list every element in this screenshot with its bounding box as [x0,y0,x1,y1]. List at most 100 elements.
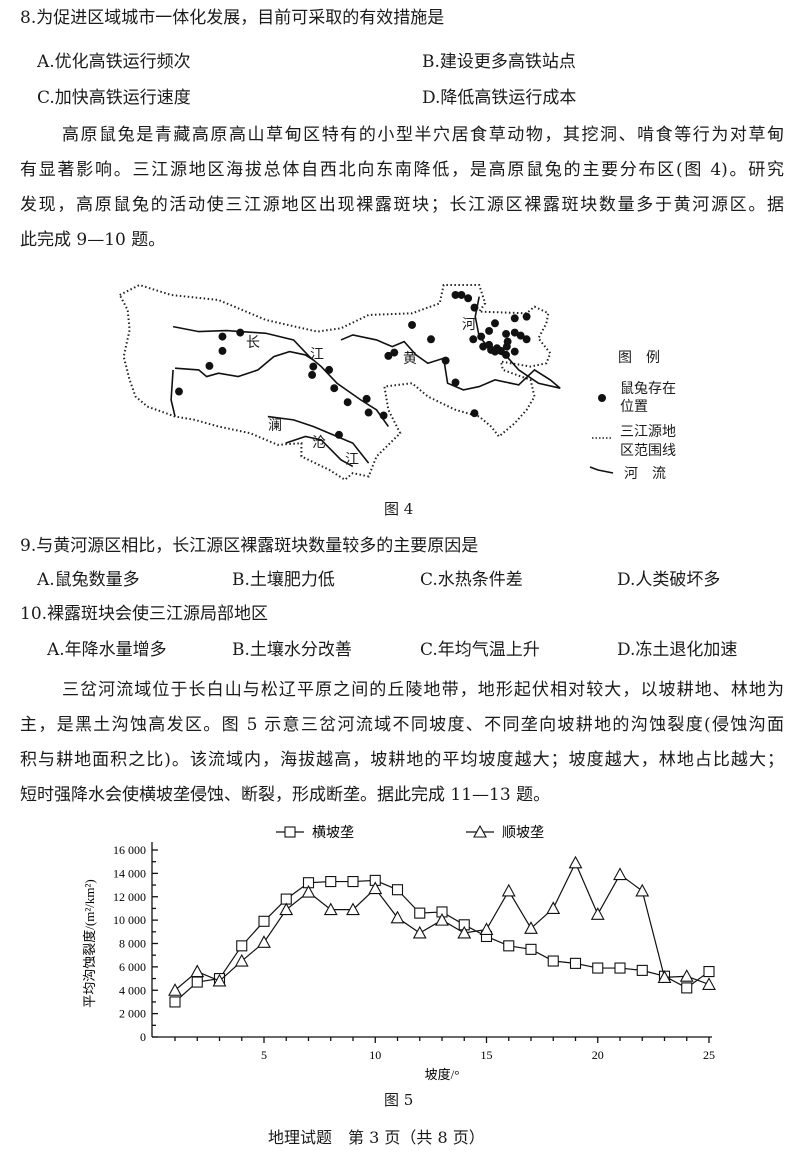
pika-location-dot [335,430,343,439]
data-point-triangle [613,867,627,881]
data-point-triangle [346,902,360,916]
data-point-square [547,955,559,967]
pika-location-dot [379,411,388,420]
data-point-triangle [323,902,338,916]
passage-line: 有显著影响。三江源地区海拔总体自西北向东南降低，是高原鼠兔的主要分布区(图 4)… [20,160,784,180]
y-tick-label: 14 000 [113,866,146,880]
data-point-triangle [679,969,694,982]
data-point-triangle [479,922,494,936]
y-tick-label: 10 000 [113,913,146,927]
pika-location-dot [236,328,245,337]
data-point-triangle [635,883,650,897]
pika-location-dot [362,394,371,403]
series-line [174,879,710,1003]
pika-location-dot [384,351,393,360]
legend-pika-label-1: 鼠兔存在 [620,381,676,397]
data-point-triangle [657,970,672,983]
data-point-triangle [501,883,516,897]
q9-option-c: C.水热条件差 [420,570,523,590]
sanjiangyuan-boundary [120,285,551,480]
pika-location-dot [457,290,466,299]
y-tick-label: 2 000 [119,1007,146,1021]
legend-label: 顺坡垄 [502,825,544,841]
data-point-square [503,940,515,952]
legend-pika-dot-icon [598,394,606,402]
data-point-square [325,876,337,888]
data-point-triangle [279,902,294,916]
passage-sancha-river: 三岔河流域位于长白山与松辽平原之间的丘陵地带，地形起伏相对较大，以坡耕地、林地为… [20,679,784,819]
q10-option-b: B.土壤水分改善 [232,640,352,660]
q9-option-d: D.人类破坏多 [617,570,721,590]
data-point-square [347,876,359,888]
data-point-triangle [390,910,405,924]
data-point-square [258,915,270,927]
data-point-square [614,962,626,974]
pika-location-dot [427,335,435,344]
passage-line: 三岔河流域位于长白山与松辽平原之间的丘陵地带，地形起伏相对较大，以坡耕地、林地为 [62,680,784,700]
map-label-he: 河 [462,317,476,333]
legend-marker-square [284,826,296,838]
pika-location-dot [491,347,499,356]
passage-line: 发现，高原鼠兔的活动使三江源地区出现裸露斑块；长江源区裸露斑块数量多于黄河源区。… [20,195,784,215]
q10-option-d: D.冻土退化加速 [617,640,738,660]
data-point-square [391,884,404,896]
passage-line: 主，是黑土沟蚀高发区。图 5 示意三岔河流域不同坡度、不同垄向坡耕地的沟蚀裂度(… [20,715,784,735]
legend-title: 图 例 [618,350,660,366]
question-10-stem: 10.裸露斑块会使三江源局部地区 [20,604,269,624]
pika-location-dot [470,409,479,418]
x-tick-label: 20 [592,1048,604,1062]
data-point-triangle [590,907,605,920]
map-label-huang: 黄 [403,351,417,367]
pika-location-dot [390,348,399,357]
data-point-square [169,996,181,1008]
pika-location-dot [205,361,214,370]
series-square [169,874,715,1008]
map-label-chang: 长 [246,335,260,351]
pika-location-dot [503,337,512,346]
pika-location-dot [516,331,525,340]
legend-boundary-label-2: 区范围线 [620,443,676,459]
y-tick-label: 12 000 [113,890,146,904]
y-tick-label: 6 000 [119,960,146,974]
data-point-triangle [190,964,205,978]
pika-location-dot [343,398,352,407]
figure-5-caption: 图 5 [384,1091,414,1109]
q8-option-c: C.加快高铁运行速度 [37,88,191,108]
map-label-jiang-2: 江 [345,452,359,468]
x-axis-label: 坡度/° [425,1067,460,1082]
legend-river-icon [589,466,614,474]
passage-pika: 高原鼠兔是青藏高原高山草甸区特有的小型半穴居食草动物，其挖洞、啃食等行为对草甸 … [20,124,784,264]
pika-location-dot [408,320,416,329]
figure-4-caption: 图 4 [384,500,414,518]
data-point-square [569,957,582,969]
q8-option-d: D.降低高铁运行成本 [422,88,577,108]
x-tick-label: 10 [369,1048,381,1062]
x-tick-label: 25 [703,1048,715,1062]
q9-option-b: B.土壤肥力低 [232,570,335,590]
pika-location-dot [502,329,511,338]
pika-location-dot [175,387,183,396]
pika-location-dot [464,294,473,303]
pika-location-dot [441,356,450,365]
yangtze-tributary [175,352,313,377]
data-point-triangle [457,925,472,939]
pika-location-dot [477,332,486,341]
passage-line: 积与耕地面积之比)。该流域内，海拔越高，坡耕地的平均坡度越大；坡度越大，林地占比… [20,750,784,770]
pika-location-dot [510,328,519,337]
pika-location-dot [218,346,227,355]
data-point-square [525,943,537,955]
pika-location-dot [522,312,531,321]
data-point-square [592,962,604,974]
pika-location-dot [491,319,499,328]
data-point-triangle [212,973,227,987]
legend-pika-label-2: 位置 [620,399,648,415]
pika-location-dot [479,342,488,351]
map-label-cang: 沧 [312,435,326,451]
y-tick-label: 0 [140,1030,146,1044]
pika-location-dot [309,362,318,371]
data-point-triangle [412,925,427,939]
lancang-river [268,417,369,464]
data-point-square [236,940,248,952]
x-tick-label: 15 [481,1048,493,1062]
